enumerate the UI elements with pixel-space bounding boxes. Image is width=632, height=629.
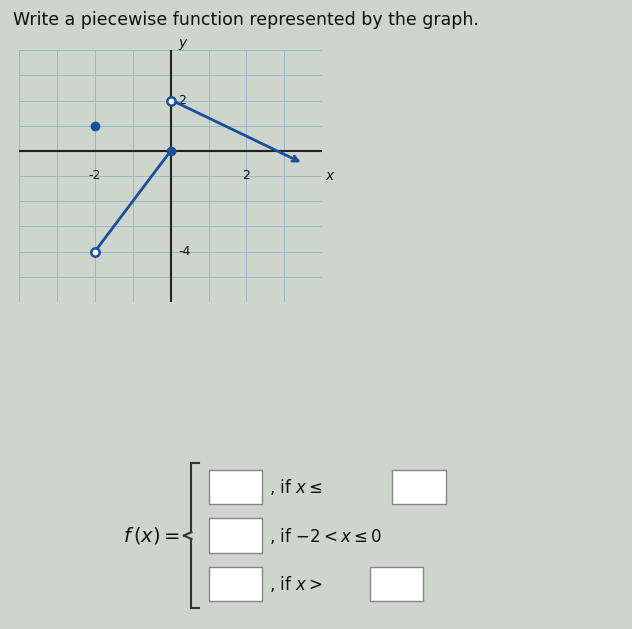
FancyBboxPatch shape <box>392 470 446 504</box>
Text: Write a piecewise function represented by the graph.: Write a piecewise function represented b… <box>13 11 478 29</box>
FancyBboxPatch shape <box>209 470 262 504</box>
Text: -4: -4 <box>178 245 191 258</box>
FancyBboxPatch shape <box>209 567 262 601</box>
FancyBboxPatch shape <box>209 518 262 553</box>
Text: 2: 2 <box>178 94 186 107</box>
Text: , if $-2 < x \leq 0$: , if $-2 < x \leq 0$ <box>269 526 382 545</box>
Text: x: x <box>325 169 334 182</box>
Text: 2: 2 <box>243 169 250 182</box>
Text: $f\,(x) =$: $f\,(x) =$ <box>123 525 180 546</box>
FancyBboxPatch shape <box>370 567 423 601</box>
Text: y: y <box>178 36 186 50</box>
Text: -2: -2 <box>88 169 101 182</box>
Text: , if $x >$: , if $x >$ <box>269 574 322 594</box>
Text: , if $x \leq$: , if $x \leq$ <box>269 477 322 497</box>
